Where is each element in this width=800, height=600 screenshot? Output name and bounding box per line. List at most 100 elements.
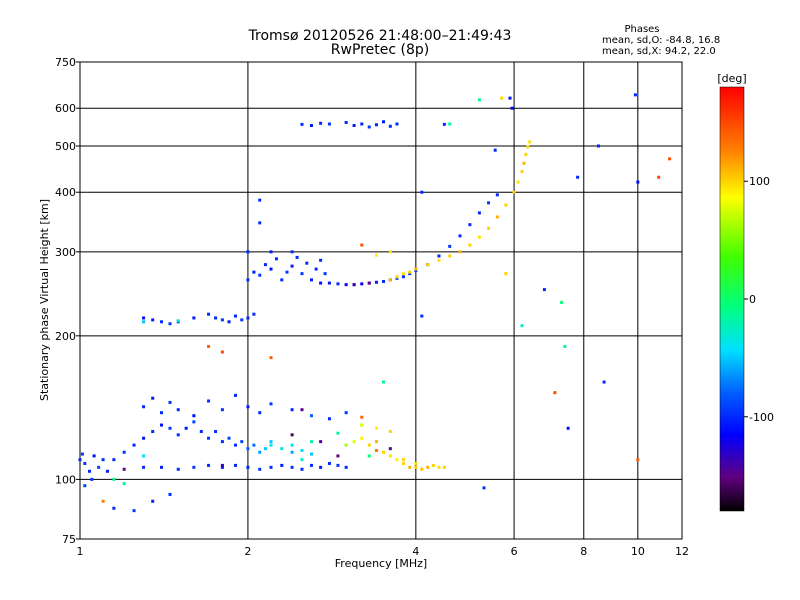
data-point [367, 125, 371, 129]
chart-subtitle: RwPretec (8p) [331, 42, 429, 58]
data-point [395, 275, 399, 279]
data-point [220, 440, 224, 444]
data-point [336, 463, 340, 467]
data-point [388, 250, 392, 254]
data-point [487, 226, 491, 230]
data-point [560, 300, 564, 304]
data-point [395, 276, 399, 280]
data-point [83, 461, 87, 465]
colorbar [719, 86, 745, 512]
y-tick-label: 100 [55, 473, 76, 486]
data-point [269, 402, 273, 406]
data-point [437, 258, 441, 262]
data-point [426, 465, 430, 469]
data-point [122, 467, 126, 471]
data-point [199, 430, 203, 434]
colorbar-tick-label: 0 [749, 293, 756, 306]
x-tick-label: 4 [412, 545, 419, 558]
data-point [374, 440, 378, 444]
data-point [305, 261, 309, 265]
data-point [408, 272, 412, 276]
data-point [90, 477, 94, 481]
data-point [510, 106, 514, 110]
data-point [168, 426, 172, 430]
data-point [319, 258, 323, 262]
data-point [602, 380, 606, 384]
data-point [269, 440, 273, 444]
data-point [101, 458, 105, 462]
data-point [327, 281, 331, 285]
x-tick-label: 6 [511, 545, 518, 558]
data-point [142, 436, 146, 440]
data-point [504, 203, 508, 207]
data-point [401, 275, 405, 279]
data-point [668, 157, 672, 161]
data-point [401, 458, 405, 462]
data-point [426, 263, 430, 267]
data-point [258, 273, 262, 277]
data-point [408, 270, 412, 274]
data-point [176, 433, 180, 437]
data-point [309, 414, 313, 418]
data-point [207, 312, 211, 316]
data-point [105, 469, 109, 473]
data-point [542, 288, 546, 292]
data-point [246, 405, 250, 409]
data-point [319, 440, 323, 444]
data-point [112, 477, 116, 481]
data-point [132, 443, 136, 447]
y-tick-label: 200 [55, 330, 76, 343]
data-point [526, 145, 530, 149]
data-point [207, 399, 211, 403]
data-point [263, 263, 267, 267]
data-point [151, 318, 155, 322]
data-point [192, 465, 196, 469]
data-point [381, 380, 385, 384]
data-point [132, 509, 136, 513]
data-point [414, 461, 418, 465]
data-point [495, 215, 499, 219]
data-point [258, 411, 262, 415]
y-tick-label: 400 [55, 186, 76, 199]
phases-line-x: mean, sd,X: 94.2, 22.0 [602, 46, 716, 57]
data-point [160, 423, 164, 427]
data-point [122, 482, 126, 486]
data-point [508, 96, 512, 100]
data-point [207, 463, 211, 467]
data-point [520, 170, 524, 174]
data-point [395, 458, 399, 462]
data-point [252, 312, 256, 316]
data-point [246, 465, 250, 469]
data-point [309, 440, 313, 444]
y-tick-label: 300 [55, 246, 76, 259]
data-point [300, 272, 304, 276]
data-point [516, 180, 520, 184]
data-point [336, 431, 340, 435]
data-point [327, 122, 331, 126]
data-point [142, 454, 146, 458]
data-point [448, 122, 452, 126]
data-point [309, 452, 313, 456]
data-point [176, 408, 180, 412]
data-point [477, 98, 481, 102]
data-point [280, 447, 284, 451]
data-point [360, 122, 364, 126]
data-point [352, 123, 356, 127]
x-axis-label: Frequency [MHz] [335, 557, 427, 570]
data-point [168, 492, 172, 496]
data-point [458, 250, 462, 254]
data-point [360, 282, 364, 286]
data-point [414, 269, 418, 273]
data-point [431, 463, 435, 467]
data-point [151, 430, 155, 434]
data-point [367, 454, 371, 458]
data-point [381, 279, 385, 283]
data-point [414, 267, 418, 271]
data-point [258, 467, 262, 471]
data-point [269, 250, 273, 254]
data-point [448, 254, 452, 258]
data-point [290, 433, 294, 437]
data-point [290, 450, 294, 454]
data-point [252, 270, 256, 274]
